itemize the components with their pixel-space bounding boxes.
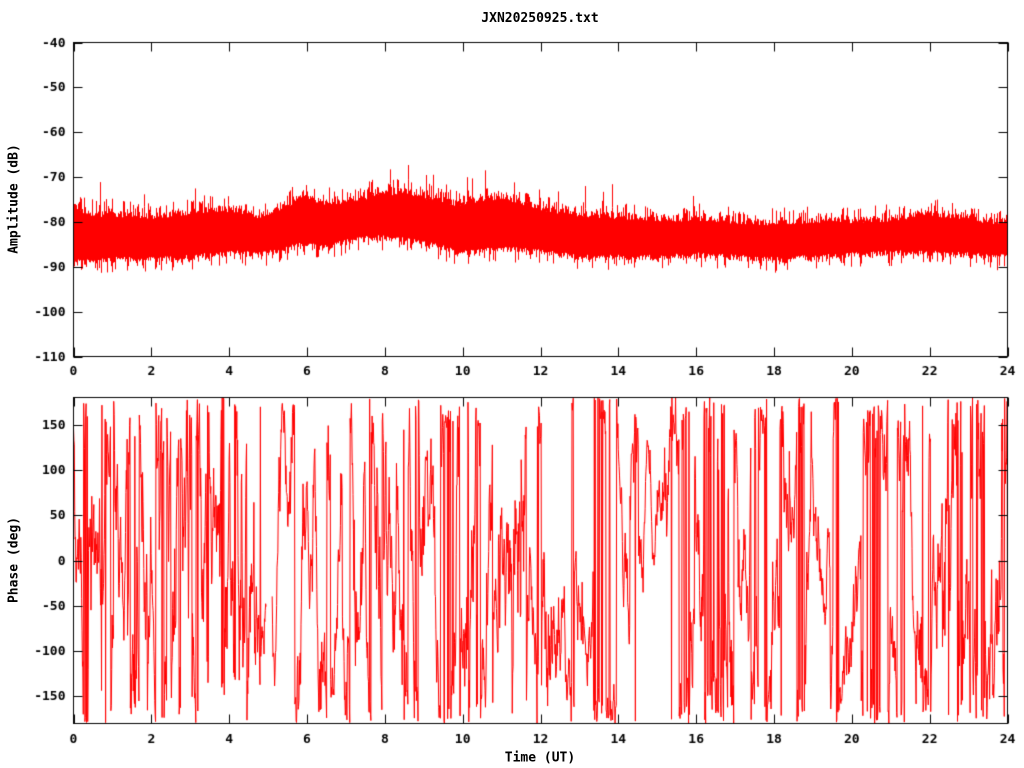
phase-axis-label: Phase (deg) [6,516,22,604]
amplitude-axis-label: Amplitude (dB) [6,144,22,254]
time-axis-label: Time (UT) [504,750,576,766]
chart-title: JXN20250925.txt [481,11,599,26]
